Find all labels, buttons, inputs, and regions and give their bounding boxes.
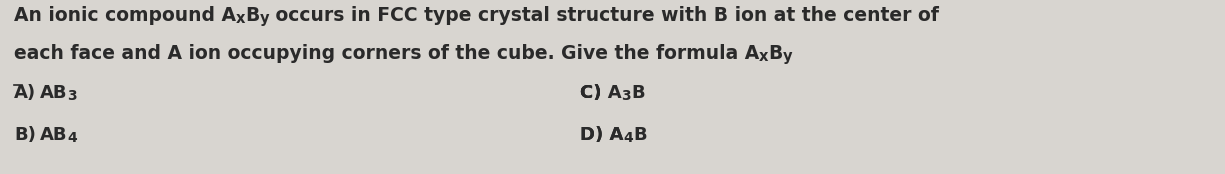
Text: B: B (631, 84, 644, 102)
Text: 4: 4 (624, 131, 633, 145)
Text: y: y (260, 11, 270, 26)
Text: y: y (783, 49, 793, 64)
Text: A): A) (13, 84, 36, 102)
Text: B: B (245, 6, 260, 25)
Text: AB: AB (40, 126, 67, 144)
Text: B: B (633, 126, 647, 144)
Text: B): B) (13, 126, 36, 144)
Text: AB: AB (40, 84, 67, 102)
Text: C): C) (579, 84, 608, 102)
Text: An ionic compound A: An ionic compound A (13, 6, 236, 25)
Text: each face and A ion occupying corners of the cube. Give the formula A: each face and A ion occupying corners of… (13, 44, 760, 63)
Text: D) A: D) A (579, 126, 624, 144)
Text: 3: 3 (67, 89, 77, 103)
Text: 3: 3 (621, 89, 631, 103)
Text: 4: 4 (67, 131, 77, 145)
Text: occurs in FCC type crystal structure with B ion at the center of: occurs in FCC type crystal structure wit… (270, 6, 940, 25)
Text: D) A: D) A (579, 126, 624, 144)
Text: x: x (236, 11, 245, 26)
Text: C): C) (579, 84, 608, 102)
Text: C) A: C) A (579, 84, 621, 102)
Text: x: x (760, 49, 768, 64)
Text: B: B (768, 44, 783, 63)
